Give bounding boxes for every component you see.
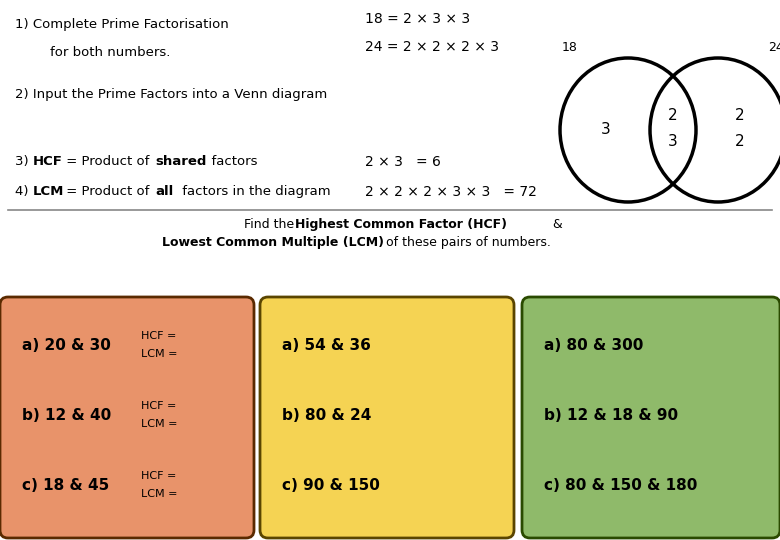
FancyBboxPatch shape (260, 297, 514, 538)
Text: 2 × 2 × 2 × 3 × 3   = 72: 2 × 2 × 2 × 3 × 3 = 72 (365, 185, 537, 199)
Text: LCM =: LCM = (141, 349, 178, 359)
Text: shared: shared (155, 155, 207, 168)
Text: 1) Complete Prime Factorisation: 1) Complete Prime Factorisation (15, 18, 229, 31)
Text: b) 12 & 40: b) 12 & 40 (22, 408, 112, 422)
Text: 3: 3 (601, 123, 611, 138)
Text: HCF =: HCF = (141, 471, 176, 481)
Text: = Product of: = Product of (62, 155, 154, 168)
Text: a) 20 & 30: a) 20 & 30 (22, 338, 111, 353)
Text: Highest Common Factor (HCF): Highest Common Factor (HCF) (295, 218, 507, 231)
Text: LCM: LCM (33, 185, 65, 198)
Text: all: all (155, 185, 173, 198)
Text: 4): 4) (15, 185, 33, 198)
Text: = Product of: = Product of (62, 185, 154, 198)
Text: b) 12 & 18 & 90: b) 12 & 18 & 90 (544, 408, 678, 422)
Text: 2: 2 (736, 134, 745, 150)
Text: of these pairs of numbers.: of these pairs of numbers. (382, 236, 551, 249)
Text: factors in the diagram: factors in the diagram (178, 185, 331, 198)
Text: a) 80 & 300: a) 80 & 300 (544, 338, 644, 353)
Text: 3: 3 (668, 134, 678, 150)
Text: factors: factors (203, 155, 257, 168)
Text: LCM =: LCM = (141, 419, 178, 429)
Text: Lowest Common Multiple (LCM): Lowest Common Multiple (LCM) (162, 236, 384, 249)
Text: 2 × 3   = 6: 2 × 3 = 6 (365, 155, 441, 169)
Text: 18 = 2 × 3 × 3: 18 = 2 × 3 × 3 (365, 12, 470, 26)
Text: Find the: Find the (244, 218, 298, 231)
Text: a) 54 & 36: a) 54 & 36 (282, 338, 370, 353)
Text: 24 = 2 × 2 × 2 × 3: 24 = 2 × 2 × 2 × 3 (365, 40, 499, 54)
Text: LCM =: LCM = (141, 489, 178, 499)
Text: &: & (545, 218, 562, 231)
FancyBboxPatch shape (0, 297, 254, 538)
Text: c) 80 & 150 & 180: c) 80 & 150 & 180 (544, 477, 697, 492)
Text: HCF: HCF (33, 155, 63, 168)
Text: 18: 18 (562, 41, 578, 54)
Text: 2: 2 (668, 109, 678, 124)
Text: 3): 3) (15, 155, 33, 168)
Text: b) 80 & 24: b) 80 & 24 (282, 408, 371, 422)
Text: 2: 2 (736, 109, 745, 124)
FancyBboxPatch shape (522, 297, 780, 538)
Text: c) 18 & 45: c) 18 & 45 (22, 477, 109, 492)
Text: HCF =: HCF = (141, 401, 176, 411)
Text: c) 90 & 150: c) 90 & 150 (282, 477, 380, 492)
Text: for both numbers.: for both numbers. (50, 46, 170, 59)
Text: 2) Input the Prime Factors into a Venn diagram: 2) Input the Prime Factors into a Venn d… (15, 88, 328, 101)
Text: HCF =: HCF = (141, 331, 176, 341)
Text: 24: 24 (768, 41, 780, 54)
